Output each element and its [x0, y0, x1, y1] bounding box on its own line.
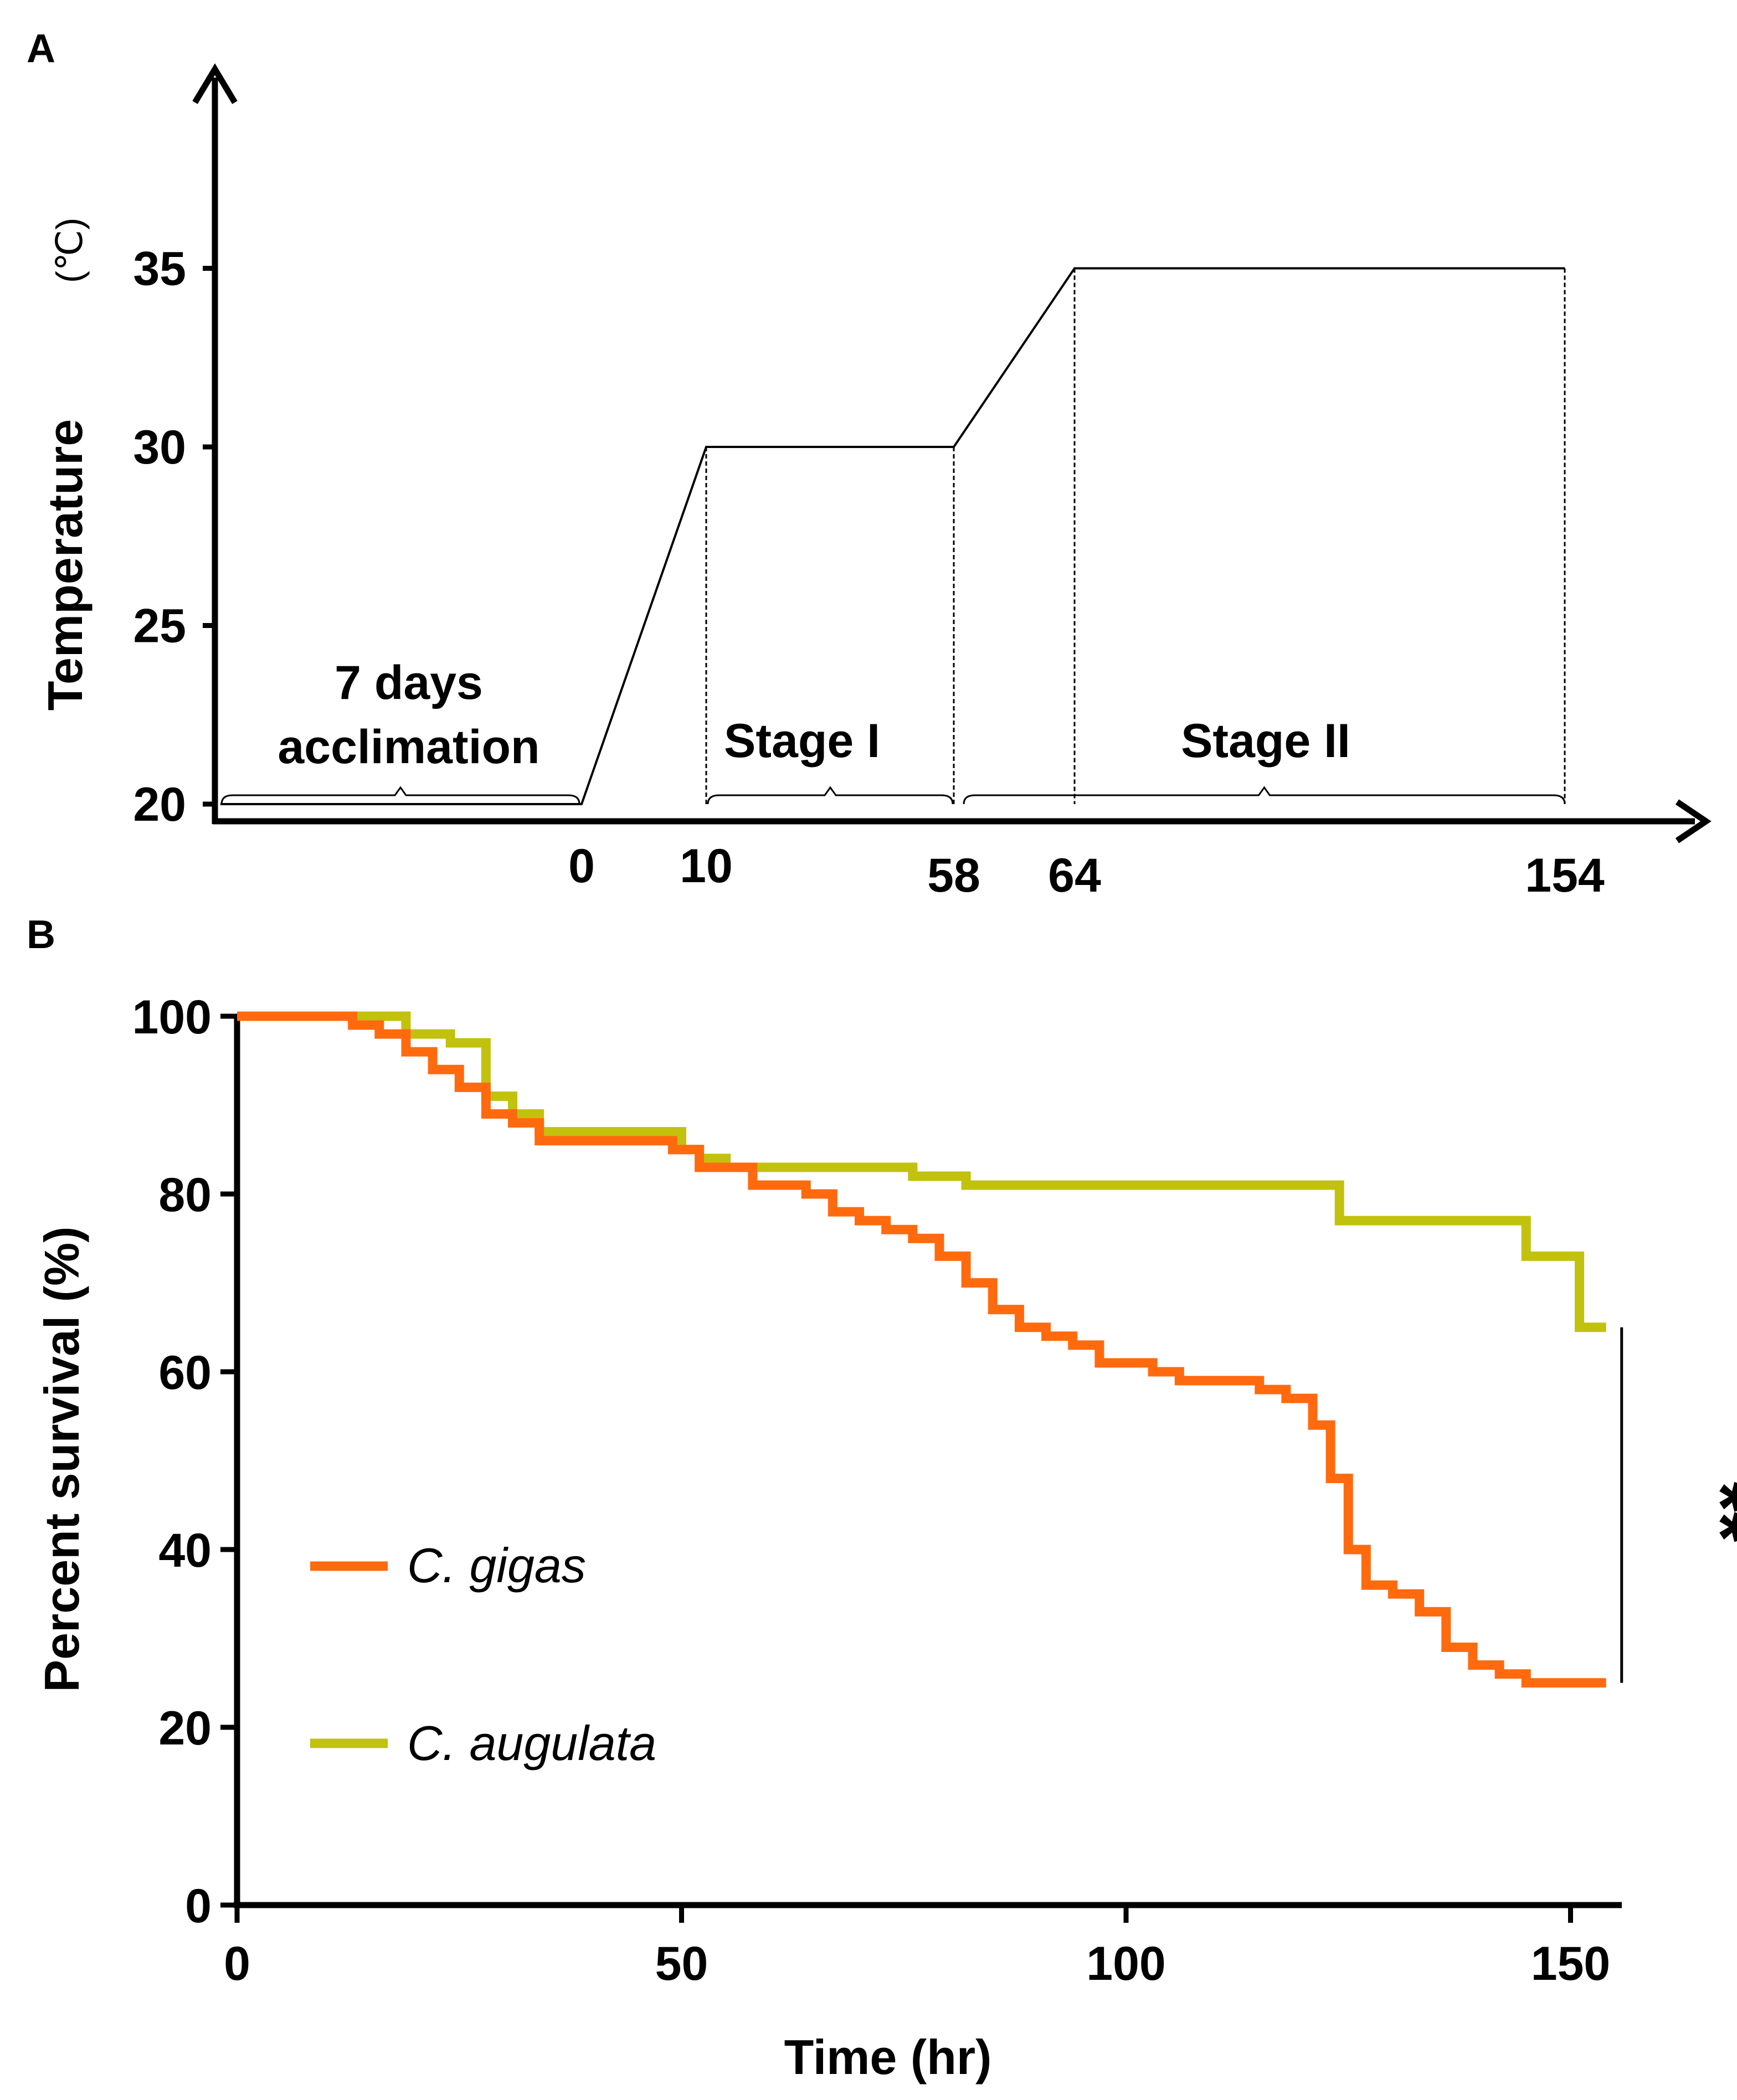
panel-b-label: B	[27, 913, 55, 957]
panel-a-x-tick-label: 58	[927, 849, 980, 902]
panel-a-y-tick-label: 35	[133, 243, 186, 296]
panel-a-y-unit: (℃)	[49, 218, 90, 283]
panel-b-y-tick-label: 40	[158, 1524, 212, 1577]
significance-marker: **	[1678, 1482, 1737, 1542]
panel-a-brace	[963, 786, 1566, 805]
panel-b-y-title: Percent survival (%)	[34, 1226, 89, 1692]
panel-a-x-tick-label: 0	[568, 840, 595, 893]
panel-b-y-tick-label: 0	[185, 1880, 212, 1933]
panel-b-y-ticks: 0 20 40 60 80 100	[132, 991, 237, 1933]
panel-a-x-tick-label: 10	[680, 840, 733, 893]
panel-a-x-tick-label: 64	[1048, 849, 1101, 902]
panel-a-brace	[220, 786, 580, 805]
panel-b-x-tick-label: 100	[1086, 1937, 1166, 1990]
panel-b-x-tick-label: 150	[1531, 1937, 1611, 1990]
panel-a-x-axis-arrow	[1675, 799, 1712, 843]
panel-b-x-ticks: 0 50 100 150	[224, 1905, 1610, 1990]
temperature-profile-line	[220, 267, 1565, 805]
panel-a-stage-braces	[220, 786, 1566, 805]
acclimation-label-line-2: acclimation	[277, 720, 539, 774]
stage-1-label: Stage I	[724, 714, 880, 768]
panel-b-y-tick-label: 60	[158, 1346, 212, 1399]
panel-a-y-tick-label: 30	[133, 421, 186, 474]
panel-a-x-tick-label: 154	[1525, 849, 1605, 902]
panel-a-brace	[707, 786, 954, 805]
panel-a-label: A	[27, 27, 55, 71]
panel-b-y-tick-label: 80	[158, 1169, 212, 1222]
panel-a-y-tick-label: 20	[133, 778, 186, 831]
stage-2-label: Stage II	[1181, 714, 1350, 768]
panel-a-y-title: Temperature	[38, 419, 92, 711]
panel-a-drop-lines	[705, 268, 1566, 804]
panel-b-x-tick-label: 50	[655, 1937, 708, 1990]
acclimation-label-line-1: 7 days	[335, 656, 483, 709]
panel-b-y-tick-label: 20	[158, 1702, 212, 1755]
panel-a-x-tick-labels: 0 10 58 64 154	[568, 840, 1605, 902]
legend-label-c-gigas: C. gigas	[407, 1538, 586, 1593]
panel-a-y-axis-arrow	[192, 63, 238, 104]
c-augulata-survival-curve	[237, 1011, 1606, 1332]
panel-b-y-tick-label: 100	[132, 991, 212, 1044]
panel-a-y-ticks: 20 25 30 35	[133, 243, 215, 831]
panel-a: A 20 25 30 35 Temperature (℃) 0 10 58 64 154 7 …	[27, 27, 1712, 902]
panel-b-x-title: Time (hr)	[784, 2030, 992, 2084]
panel-b-x-tick-label: 0	[224, 1937, 250, 1990]
panel-a-y-tick-label: 25	[133, 600, 186, 653]
legend-label-c-augulata: C. augulata	[407, 1716, 656, 1770]
panel-b: B 0 20 40 60 80 100 0 50 100 150 Percent surviva…	[27, 913, 1737, 2084]
c-gigas-survival-curve	[237, 1011, 1606, 1688]
